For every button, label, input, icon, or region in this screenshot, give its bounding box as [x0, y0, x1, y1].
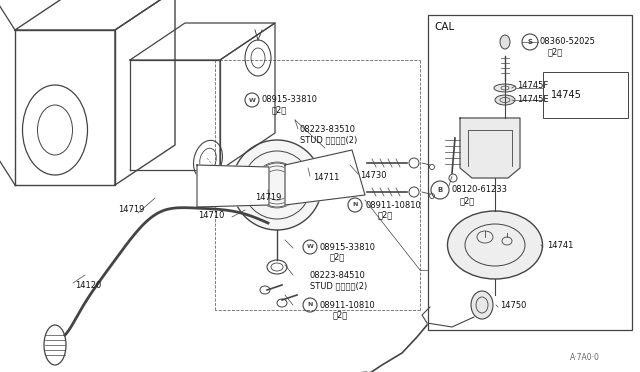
Text: 14745: 14745	[551, 90, 582, 100]
Ellipse shape	[447, 211, 543, 279]
Text: 14719: 14719	[255, 192, 282, 202]
Text: 08911-10810: 08911-10810	[320, 301, 376, 310]
Text: 08360-52025: 08360-52025	[540, 38, 596, 46]
Text: 08120-61233: 08120-61233	[451, 186, 507, 195]
Text: 〈2〉: 〈2〉	[272, 106, 287, 115]
Polygon shape	[197, 165, 269, 207]
Text: （2）: （2）	[548, 48, 563, 57]
Text: A·7A0·0: A·7A0·0	[570, 353, 600, 362]
Text: CAL: CAL	[434, 22, 454, 32]
Text: 14730: 14730	[360, 170, 387, 180]
Ellipse shape	[471, 291, 493, 319]
Text: N: N	[307, 302, 313, 308]
Text: 08223-84510: 08223-84510	[310, 270, 366, 279]
Text: STUD スタッド(2): STUD スタッド(2)	[310, 282, 367, 291]
Text: S: S	[527, 39, 532, 45]
Text: N: N	[352, 202, 358, 208]
Text: 14741: 14741	[547, 241, 573, 250]
Text: （2）: （2）	[460, 196, 476, 205]
Text: 14750: 14750	[500, 301, 526, 310]
Bar	[543, 72, 628, 118]
Text: 14711: 14711	[313, 173, 339, 183]
Polygon shape	[460, 118, 520, 178]
Text: （2）: （2）	[330, 253, 345, 262]
Bar	[428, 15, 632, 330]
Text: 14710: 14710	[198, 211, 225, 219]
Text: 14745E: 14745E	[517, 96, 548, 105]
Polygon shape	[285, 150, 365, 205]
Text: 08911-10810: 08911-10810	[365, 201, 420, 209]
Text: 14719: 14719	[118, 205, 145, 215]
Ellipse shape	[500, 35, 510, 49]
Text: W: W	[248, 97, 255, 103]
Text: W: W	[307, 244, 314, 250]
Text: 14120: 14120	[75, 280, 101, 289]
Text: 08223-83510: 08223-83510	[300, 125, 356, 135]
Text: （2）: （2）	[378, 211, 393, 219]
Ellipse shape	[232, 140, 322, 230]
Text: 08915-33810: 08915-33810	[262, 96, 318, 105]
Text: （2）: （2）	[333, 311, 348, 320]
Text: 08915-33810: 08915-33810	[320, 243, 376, 251]
Text: 14745F: 14745F	[517, 80, 548, 90]
Ellipse shape	[494, 84, 516, 92]
Text: STUD スタッド(2): STUD スタッド(2)	[300, 135, 357, 144]
Text: B: B	[437, 187, 443, 193]
Ellipse shape	[495, 95, 515, 105]
